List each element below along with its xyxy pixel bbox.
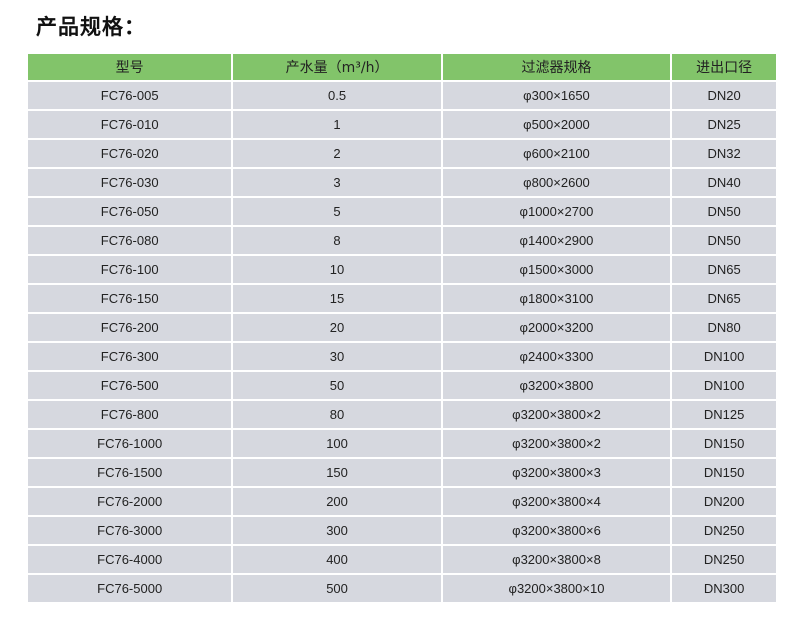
cell-filter-spec: φ800×2600 xyxy=(440,167,673,198)
cell-filter-spec: φ3200×3800×6 xyxy=(440,515,673,546)
cell-model: FC76-500 xyxy=(25,370,234,401)
cell-flow: 2 xyxy=(231,138,443,169)
cell-model: FC76-5000 xyxy=(25,573,234,604)
cell-port-size: DN100 xyxy=(670,370,778,401)
cell-flow: 200 xyxy=(231,486,443,517)
cell-port-size: DN100 xyxy=(670,341,778,372)
cell-port-size: DN65 xyxy=(670,254,778,285)
cell-filter-spec: φ500×2000 xyxy=(440,109,673,140)
cell-flow: 5 xyxy=(231,196,443,227)
cell-model: FC76-1000 xyxy=(25,428,234,459)
cell-port-size: DN20 xyxy=(670,80,778,111)
table-row: FC76-300 30 φ2400×3300 DN100 xyxy=(25,341,778,372)
cell-flow: 400 xyxy=(231,544,443,575)
cell-filter-spec: φ3200×3800×4 xyxy=(440,486,673,517)
cell-model: FC76-4000 xyxy=(25,544,234,575)
cell-model: FC76-1500 xyxy=(25,457,234,488)
table-row: FC76-080 8 φ1400×2900 DN50 xyxy=(25,225,778,256)
cell-model: FC76-020 xyxy=(25,138,234,169)
table-row: FC76-020 2 φ600×2100 DN32 xyxy=(25,138,778,169)
table-row: FC76-2000 200 φ3200×3800×4 DN200 xyxy=(25,486,778,517)
header-model: 型号 xyxy=(25,52,234,82)
cell-model: FC76-010 xyxy=(25,109,234,140)
cell-flow: 8 xyxy=(231,225,443,256)
cell-model: FC76-3000 xyxy=(25,515,234,546)
cell-port-size: DN50 xyxy=(670,225,778,256)
cell-filter-spec: φ3200×3800×2 xyxy=(440,399,673,430)
cell-flow: 0.5 xyxy=(231,80,443,111)
header-port-size: 进出口径 xyxy=(670,52,778,82)
cell-model: FC76-150 xyxy=(25,283,234,314)
cell-filter-spec: φ1800×3100 xyxy=(440,283,673,314)
cell-port-size: DN250 xyxy=(670,515,778,546)
cell-filter-spec: φ3200×3800×8 xyxy=(440,544,673,575)
table-row: FC76-150 15 φ1800×3100 DN65 xyxy=(25,283,778,314)
header-filter-spec: 过滤器规格 xyxy=(440,52,673,82)
table-row: FC76-5000 500 φ3200×3800×10 DN300 xyxy=(25,573,778,604)
cell-port-size: DN150 xyxy=(670,428,778,459)
cell-port-size: DN65 xyxy=(670,283,778,314)
header-row: 型号 产水量（m³/h） 过滤器规格 进出口径 xyxy=(25,52,778,82)
cell-model: FC76-030 xyxy=(25,167,234,198)
cell-flow: 15 xyxy=(231,283,443,314)
cell-filter-spec: φ300×1650 xyxy=(440,80,673,111)
cell-filter-spec: φ1500×3000 xyxy=(440,254,673,285)
table-row: FC76-100 10 φ1500×3000 DN65 xyxy=(25,254,778,285)
table-row: FC76-010 1 φ500×2000 DN25 xyxy=(25,109,778,140)
cell-flow: 50 xyxy=(231,370,443,401)
cell-port-size: DN150 xyxy=(670,457,778,488)
table-row: FC76-500 50 φ3200×3800 DN100 xyxy=(25,370,778,401)
cell-model: FC76-800 xyxy=(25,399,234,430)
cell-flow: 30 xyxy=(231,341,443,372)
cell-port-size: DN25 xyxy=(670,109,778,140)
cell-model: FC76-080 xyxy=(25,225,234,256)
cell-flow: 3 xyxy=(231,167,443,198)
cell-filter-spec: φ1000×2700 xyxy=(440,196,673,227)
cell-flow: 150 xyxy=(231,457,443,488)
cell-port-size: DN40 xyxy=(670,167,778,198)
table-row: FC76-3000 300 φ3200×3800×6 DN250 xyxy=(25,515,778,546)
cell-flow: 100 xyxy=(231,428,443,459)
cell-filter-spec: φ2000×3200 xyxy=(440,312,673,343)
cell-flow: 80 xyxy=(231,399,443,430)
cell-flow: 1 xyxy=(231,109,443,140)
cell-flow: 300 xyxy=(231,515,443,546)
cell-port-size: DN250 xyxy=(670,544,778,575)
cell-model: FC76-200 xyxy=(25,312,234,343)
table-row: FC76-030 3 φ800×2600 DN40 xyxy=(25,167,778,198)
cell-port-size: DN32 xyxy=(670,138,778,169)
cell-filter-spec: φ3200×3800×10 xyxy=(440,573,673,604)
page-title: 产品规格： xyxy=(36,15,146,39)
cell-model: FC76-050 xyxy=(25,196,234,227)
cell-port-size: DN50 xyxy=(670,196,778,227)
cell-model: FC76-100 xyxy=(25,254,234,285)
cell-filter-spec: φ3200×3800×2 xyxy=(440,428,673,459)
table-row: FC76-1000 100 φ3200×3800×2 DN150 xyxy=(25,428,778,459)
table-row: FC76-200 20 φ2000×3200 DN80 xyxy=(25,312,778,343)
spec-table: 型号 产水量（m³/h） 过滤器规格 进出口径 FC76-005 0.5 φ300×… xyxy=(25,52,778,604)
cell-model: FC76-2000 xyxy=(25,486,234,517)
table-row: FC76-4000 400 φ3200×3800×8 DN250 xyxy=(25,544,778,575)
table-row: FC76-005 0.5 φ300×1650 DN20 xyxy=(25,80,778,111)
cell-flow: 20 xyxy=(231,312,443,343)
cell-port-size: DN125 xyxy=(670,399,778,430)
table-row: FC76-800 80 φ3200×3800×2 DN125 xyxy=(25,399,778,430)
table-row: FC76-050 5 φ1000×2700 DN50 xyxy=(25,196,778,227)
table-row: FC76-1500 150 φ3200×3800×3 DN150 xyxy=(25,457,778,488)
cell-model: FC76-005 xyxy=(25,80,234,111)
header-flow: 产水量（m³/h） xyxy=(231,52,443,82)
cell-port-size: DN200 xyxy=(670,486,778,517)
cell-flow: 10 xyxy=(231,254,443,285)
cell-filter-spec: φ3200×3800×3 xyxy=(440,457,673,488)
cell-model: FC76-300 xyxy=(25,341,234,372)
cell-filter-spec: φ3200×3800 xyxy=(440,370,673,401)
cell-filter-spec: φ2400×3300 xyxy=(440,341,673,372)
cell-port-size: DN300 xyxy=(670,573,778,604)
cell-filter-spec: φ600×2100 xyxy=(440,138,673,169)
cell-port-size: DN80 xyxy=(670,312,778,343)
cell-flow: 500 xyxy=(231,573,443,604)
cell-filter-spec: φ1400×2900 xyxy=(440,225,673,256)
